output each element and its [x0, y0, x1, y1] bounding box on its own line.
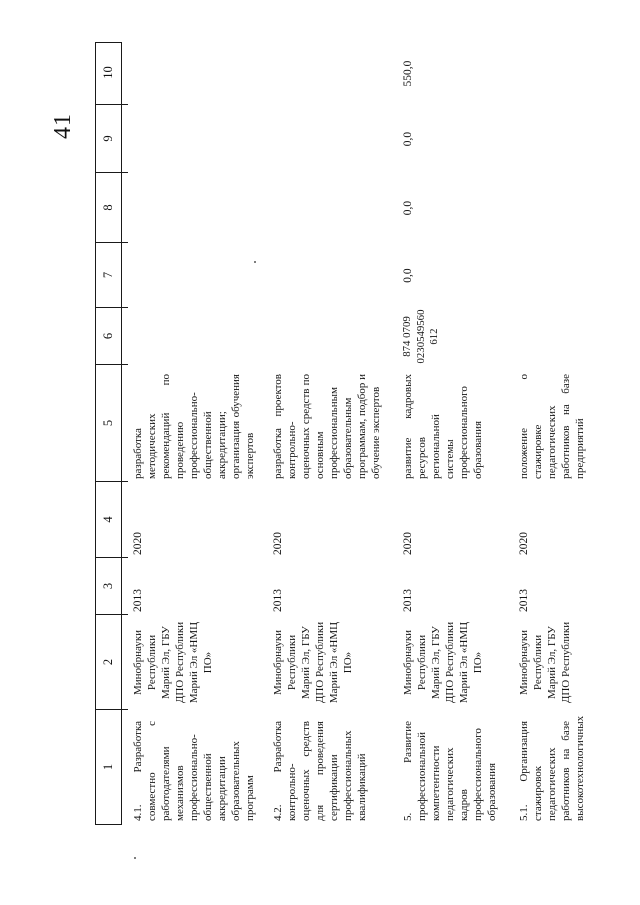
program-activities-table: 1 2 3 4 5 6 7 8 9 10 4.1. Разработка сов… — [95, 42, 640, 825]
amount-cell-10 — [122, 42, 262, 105]
end-year-cell: 2020 — [132, 532, 144, 555]
budget-code-cell — [262, 308, 392, 365]
amount-cell-10: 550,0 — [402, 60, 414, 87]
scan-speck — [134, 857, 136, 859]
amount-cell-9 — [262, 105, 392, 173]
task-name-cell: 5.1. Организация стажировок педагогическ… — [518, 715, 586, 821]
amount-cell-7 — [122, 243, 262, 308]
table-row: 4.2. Разработка контрольно-оценочных сре… — [262, 42, 392, 825]
column-header-8: 8 — [96, 172, 121, 242]
amount-cell-9 — [122, 105, 262, 173]
start-year-cell: 2013 — [402, 589, 414, 612]
amount-cell-7: 0,0 — [402, 268, 414, 283]
start-year-cell: 2013 — [518, 589, 530, 612]
amount-cell-9 — [508, 105, 640, 173]
task-name-cell: 5. Развитие профессиональной компетентно… — [402, 721, 498, 821]
start-year-cell: 2013 — [272, 589, 284, 612]
amount-cell-7 — [262, 243, 392, 308]
expected-result-cell: разработка методических рекомендаций по … — [132, 374, 256, 479]
column-header-3: 3 — [96, 557, 121, 614]
column-header-2: 2 — [96, 614, 121, 709]
table-column-number-header: 1 2 3 4 5 6 7 8 9 10 — [95, 42, 122, 825]
table-row: 4.1. Разработка совместно с работодателя… — [122, 42, 262, 825]
expected-result-cell: положение о стажировке педагогических ра… — [518, 374, 586, 479]
amount-cell-8 — [262, 173, 392, 243]
column-header-5: 5 — [96, 364, 121, 481]
column-header-9: 9 — [96, 104, 121, 172]
table-row: 5. Развитие профессиональной компетентно… — [392, 42, 508, 825]
executor-cell: Минобрнауки Республики Марий Эл, ГБУ ДПО… — [518, 621, 572, 704]
column-header-6: 6 — [96, 307, 121, 364]
table-row: 5.1. Организация стажировок педагогическ… — [508, 42, 640, 825]
budget-code-cell — [122, 308, 262, 365]
column-header-7: 7 — [96, 242, 121, 307]
amount-cell-7 — [508, 243, 640, 308]
end-year-cell: 2020 — [272, 532, 284, 555]
expected-result-cell: развитие кадровых ресурсов региональной … — [402, 374, 484, 479]
executor-cell: Минобрнауки Республики Марий Эл, ГБУ ДПО… — [132, 621, 214, 704]
executor-cell: Минобрнауки Республики Марий Эл, ГБУ ДПО… — [402, 621, 484, 704]
task-name-cell: 4.1. Разработка совместно с работодателя… — [132, 721, 256, 821]
end-year-cell: 2020 — [402, 532, 414, 555]
amount-cell-8 — [122, 173, 262, 243]
executor-cell: Минобрнауки Республики Марий Эл, ГБУ ДПО… — [272, 621, 354, 704]
end-year-cell: 2020 — [518, 532, 530, 555]
amount-cell-8: 0,0 — [402, 200, 414, 216]
page-number: 41 — [50, 113, 76, 139]
budget-code-cell: 874 0709 0230549560 612 — [401, 309, 440, 364]
scan-speck — [254, 261, 256, 263]
column-header-1: 1 — [96, 709, 121, 824]
amount-cell-9: 0,0 — [402, 131, 414, 147]
task-name-cell: 4.2. Разработка контрольно-оценочных сре… — [272, 721, 368, 821]
budget-code-cell — [508, 308, 640, 365]
amount-cell-10 — [262, 42, 392, 105]
amount-cell-10 — [508, 42, 640, 105]
column-header-4: 4 — [96, 481, 121, 557]
column-header-10: 10 — [101, 66, 115, 79]
start-year-cell: 2013 — [132, 589, 144, 612]
expected-result-cell: разработка проектов контрольно-оценочных… — [272, 374, 382, 479]
amount-cell-8 — [508, 173, 640, 243]
